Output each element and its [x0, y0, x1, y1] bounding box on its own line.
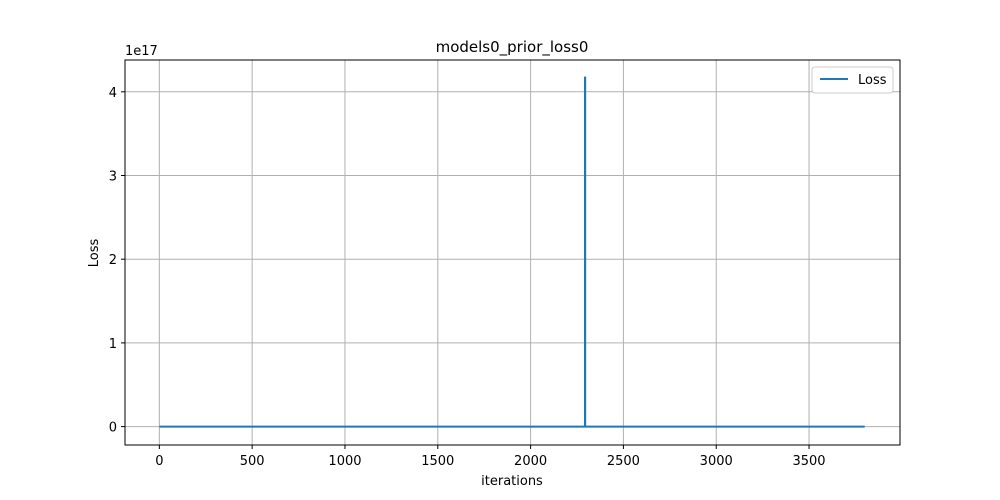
chart-title: models0_prior_loss0	[436, 38, 589, 57]
x-tick-label: 1000	[328, 454, 361, 469]
plot-frame	[124, 59, 901, 446]
x-tick-label: 500	[240, 454, 265, 469]
x-tick-label: 1500	[421, 454, 454, 469]
y-tick-label: 3	[109, 170, 117, 185]
x-tick-label: 0	[155, 454, 163, 469]
x-tick-label: 3000	[700, 454, 733, 469]
x-axis-label: iterations	[481, 474, 543, 489]
ticks: 0 500 1000 1500 2000 2500 3000 3500 0 1 2 3 4	[109, 86, 826, 469]
legend-label: Loss	[858, 73, 887, 88]
y-axis-label: Loss	[87, 239, 102, 268]
legend: Loss	[811, 66, 894, 94]
series-layer	[159, 76, 865, 428]
y-tick-label: 1	[109, 337, 117, 352]
y-offset-label: 1e17	[125, 44, 158, 59]
x-tick-label: 2000	[514, 454, 547, 469]
y-tick-label: 2	[109, 253, 117, 268]
y-tick-label: 4	[109, 86, 117, 101]
x-tick-label: 2500	[607, 454, 640, 469]
x-tick-label: 3500	[792, 454, 825, 469]
series-line-loss	[159, 76, 865, 428]
legend-box	[811, 66, 894, 94]
y-tick-label: 0	[109, 421, 117, 436]
